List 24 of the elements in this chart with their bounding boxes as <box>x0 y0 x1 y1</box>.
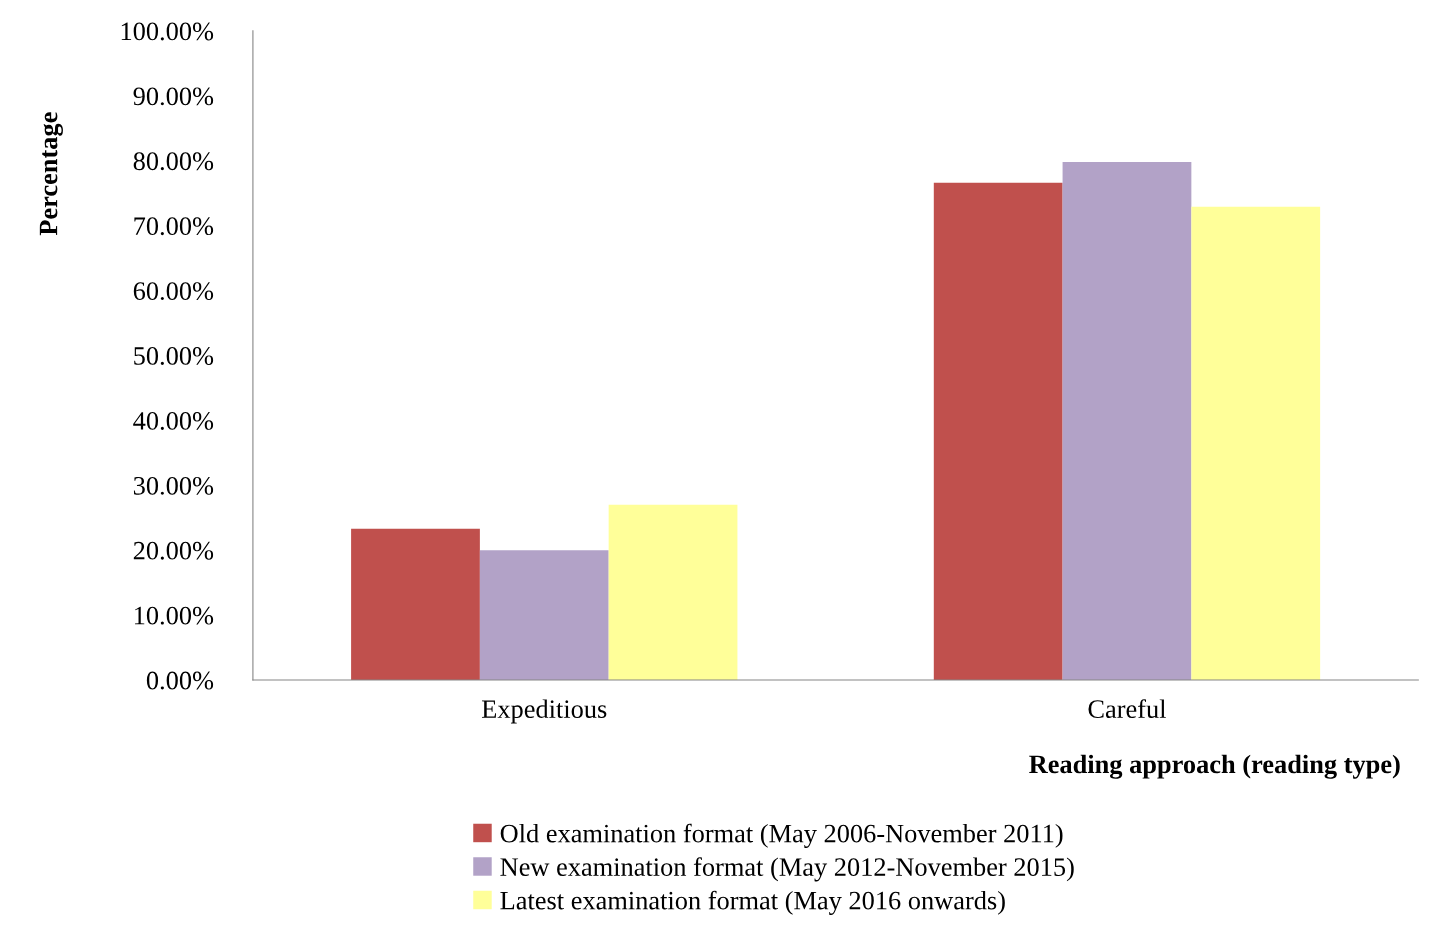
y-tick-label: 0.00% <box>146 671 214 690</box>
y-axis-title: Percentage <box>39 112 63 236</box>
legend-label: Latest examination format (May 2016 onwards) <box>500 890 1005 915</box>
legend-label: Old examination format (May 2006-November 2011) <box>500 823 1063 848</box>
bar <box>1062 162 1192 680</box>
bar <box>1191 206 1321 680</box>
bar <box>933 182 1063 680</box>
bar <box>351 528 480 680</box>
x-axis-title: Reading approach (reading type) <box>1029 754 1400 779</box>
y-tick-label: 70.00% <box>134 217 214 236</box>
legend-label: New examination format (May 2012-November 2015) <box>500 857 1074 882</box>
y-tick-label: 20.00% <box>133 541 214 560</box>
y-tick-label: 90.00% <box>133 87 214 106</box>
y-tick-label: 60.00% <box>133 282 214 301</box>
bar <box>479 550 609 680</box>
y-tick-label: 100.00% <box>121 22 214 41</box>
y-tick-label: 80.00% <box>133 152 214 171</box>
y-tick-label: 50.00% <box>134 347 214 365</box>
y-tick-label: 10.00% <box>134 606 214 625</box>
x-tick-label: Expeditious <box>481 699 607 724</box>
bar <box>608 504 738 680</box>
y-tick-label: 40.00% <box>133 411 214 430</box>
y-tick-label: 30.00% <box>133 476 214 495</box>
x-tick-label: Careful <box>1088 699 1166 719</box>
